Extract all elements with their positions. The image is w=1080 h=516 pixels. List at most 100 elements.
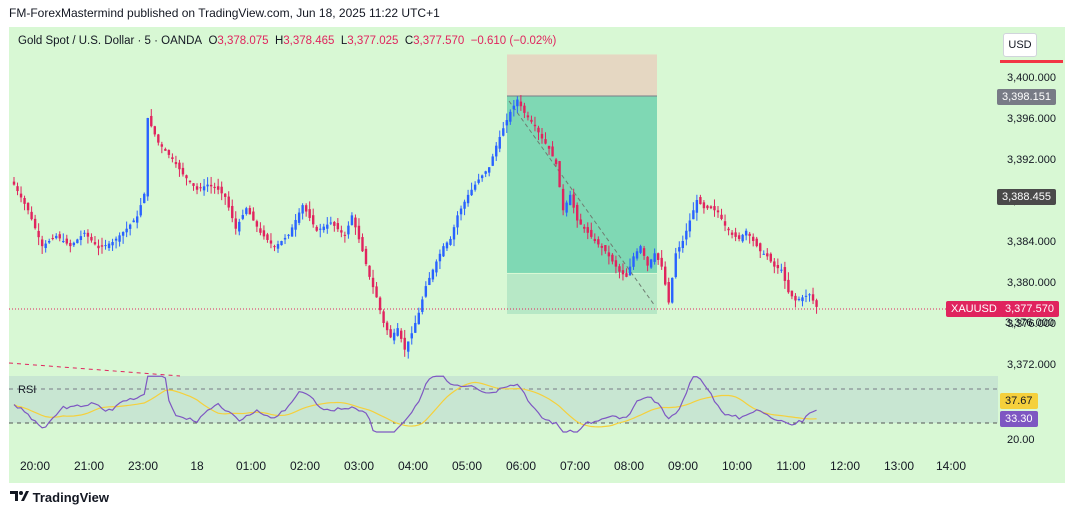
candle-body: [649, 259, 653, 268]
candle-body: [424, 286, 428, 297]
candle-body: [375, 286, 378, 298]
candle-body: [716, 210, 720, 213]
candle-body: [551, 146, 554, 157]
candle-body: [804, 295, 808, 297]
x-tick-label: 12:00: [830, 459, 860, 473]
y-tick-label: 3,396.000: [1007, 113, 1056, 125]
candle-body: [526, 115, 530, 118]
candle-body: [776, 265, 780, 269]
candle-body: [737, 235, 741, 239]
candle-body: [537, 127, 540, 133]
candle-body: [368, 265, 371, 277]
candle-body: [452, 227, 456, 240]
candle-body: [209, 184, 213, 187]
candle-body: [273, 246, 276, 248]
x-tick-label: 04:00: [398, 459, 428, 473]
candle-body: [51, 238, 54, 240]
rsi-trendline: [8, 362, 181, 377]
candle-body: [656, 253, 660, 260]
candle-body: [744, 230, 748, 236]
currency-button[interactable]: USD: [1003, 33, 1037, 57]
candle-body: [37, 230, 40, 238]
candle-body: [58, 234, 61, 239]
candle-body: [252, 211, 255, 221]
rsi-ma-tag: 37.67: [1000, 393, 1038, 409]
candle-body: [12, 181, 16, 185]
candle-body: [498, 136, 501, 149]
candle-body: [597, 239, 600, 245]
candle-body: [329, 222, 332, 224]
candle-body: [79, 236, 83, 241]
stop-zone: [507, 54, 657, 96]
candle-body: [706, 205, 709, 209]
candle-body: [90, 236, 93, 241]
candle-body: [586, 227, 589, 233]
target-lower-zone: [507, 274, 657, 314]
candle-body: [502, 128, 505, 136]
candle-body: [326, 224, 329, 229]
candle-body: [16, 186, 19, 192]
candle-body: [185, 175, 188, 179]
candle-body: [86, 232, 90, 237]
target-zone: [507, 95, 657, 273]
candle-body: [400, 330, 403, 339]
candle-body: [445, 242, 449, 249]
candle-body: [150, 115, 153, 127]
candle-body: [593, 238, 596, 241]
candle-body: [62, 241, 65, 242]
candle-body: [512, 105, 516, 110]
y-tick-label: 3,400.000: [1007, 72, 1056, 84]
candle-body: [308, 209, 311, 218]
candle-body: [561, 188, 565, 211]
candle-body: [143, 193, 146, 204]
candle-body: [660, 257, 663, 267]
candle-body: [632, 256, 635, 267]
candle-body: [385, 322, 389, 331]
candle-body: [639, 246, 642, 253]
x-tick-label: 23:00: [128, 459, 158, 473]
candle-body: [171, 157, 174, 159]
candle-body: [65, 238, 68, 244]
candle-body: [466, 194, 470, 204]
publish-header: FM-ForexMastermind published on TradingV…: [9, 6, 440, 20]
candle-body: [297, 212, 301, 223]
candle-body: [114, 238, 118, 241]
candle-body: [583, 226, 586, 229]
candle-body: [671, 277, 674, 303]
rsi-level-label: 20.00: [1007, 434, 1035, 446]
candle-body: [403, 337, 406, 350]
candle-body: [730, 232, 734, 235]
candle-body: [312, 215, 315, 225]
candle-body: [688, 220, 692, 232]
candle-body: [463, 201, 466, 209]
candle-body: [611, 254, 614, 262]
candle-body: [811, 294, 815, 301]
candle-body: [69, 242, 72, 247]
candle-body: [720, 214, 723, 219]
candle-body: [283, 237, 287, 240]
tradingview-logo[interactable]: TradingView: [9, 490, 109, 505]
candle-body: [227, 196, 230, 208]
symbol-title: Gold Spot / U.S. Dollar · 5 · OANDA: [18, 35, 203, 47]
candle-body: [417, 312, 420, 325]
candle-body: [815, 300, 818, 307]
candle-body: [752, 236, 755, 241]
y-tick-label: 3,384.000: [1007, 236, 1056, 248]
candle-body: [678, 247, 681, 252]
y-tick-label: 3,380.000: [1007, 277, 1056, 289]
candle-body: [118, 235, 121, 242]
candle-body: [431, 269, 435, 280]
candle-body: [347, 225, 350, 235]
candle-body: [780, 269, 783, 271]
candle-body: [713, 206, 716, 211]
candle-body: [635, 251, 639, 259]
candle-body: [442, 246, 445, 257]
candle-body: [516, 99, 519, 107]
candle-body: [146, 118, 149, 197]
candle-body: [164, 148, 167, 151]
candle-body: [702, 202, 706, 209]
candle-body: [83, 232, 86, 234]
candle-body: [389, 329, 392, 338]
footer-brand: TradingView: [32, 490, 109, 505]
